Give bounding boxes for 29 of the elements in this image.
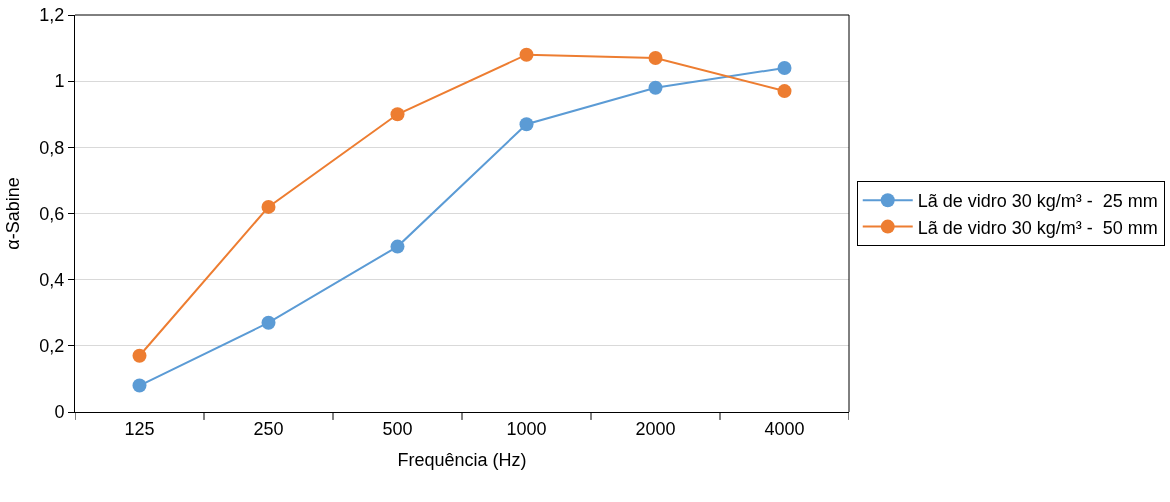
legend-label: Lã de vidro 30 kg/m³ - 50 mm [917, 217, 1158, 238]
legend-label: Lã de vidro 30 kg/m³ - 25 mm [917, 191, 1158, 212]
y-axis-title: α-Sabine [2, 177, 23, 250]
point [132, 378, 147, 393]
point [777, 84, 792, 99]
point [390, 107, 405, 122]
point [261, 315, 276, 330]
point [648, 51, 663, 65]
y-tick-label: 0,8 [39, 137, 65, 158]
y-tick-label: 0,2 [39, 336, 65, 357]
x-tick-label: 250 [253, 418, 284, 439]
y-tick-label: 1,2 [39, 5, 65, 26]
x-tick-label: 125 [124, 418, 155, 439]
y-tick-label: 0,4 [39, 269, 65, 290]
x-tick-label: 2000 [635, 418, 676, 439]
point [519, 47, 534, 62]
y-tick-label: 0 [54, 402, 65, 423]
point [390, 239, 405, 254]
point [648, 80, 663, 95]
y-tick-label: 0,6 [39, 203, 65, 224]
point [519, 117, 534, 132]
x-tick-label: 500 [382, 418, 413, 439]
point [132, 348, 147, 363]
x-tick-label: 4000 [764, 418, 805, 439]
x-axis-title: Frequência (Hz) [397, 449, 527, 470]
y-tick-label: 1 [54, 71, 65, 92]
point [777, 60, 792, 75]
point [261, 199, 276, 214]
x-tick-label: 1000 [506, 418, 547, 439]
